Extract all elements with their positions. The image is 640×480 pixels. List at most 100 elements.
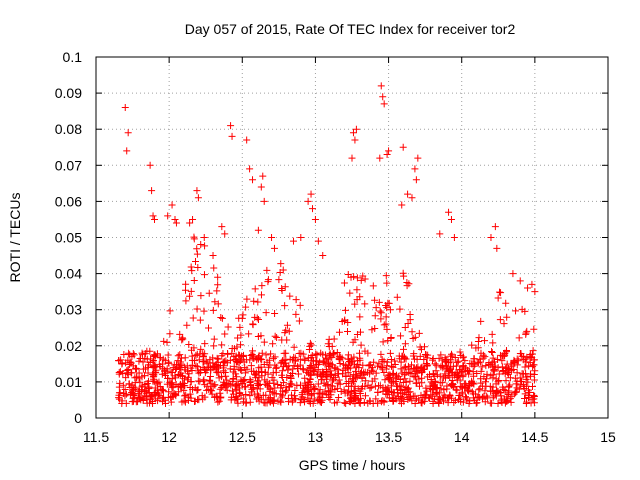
- data-point: [493, 244, 501, 252]
- data-point: [330, 335, 338, 343]
- data-point: [402, 369, 410, 377]
- data-point: [129, 397, 137, 405]
- data-point: [350, 353, 358, 361]
- data-point: [380, 321, 388, 329]
- data-point: [334, 379, 342, 387]
- data-point: [194, 194, 202, 202]
- data-point: [454, 357, 462, 365]
- data-point: [193, 245, 201, 253]
- data-point: [149, 212, 157, 220]
- data-point: [357, 276, 365, 284]
- data-point: [292, 296, 300, 304]
- data-point: [379, 338, 387, 346]
- data-point: [293, 382, 301, 390]
- data-point: [429, 356, 437, 364]
- data-point: [354, 360, 362, 368]
- data-point: [500, 385, 508, 393]
- data-point: [445, 208, 453, 216]
- data-point: [117, 356, 125, 364]
- y-tick-label: 0: [74, 410, 82, 426]
- data-point: [257, 183, 265, 191]
- data-point: [270, 376, 278, 384]
- data-point: [150, 353, 158, 361]
- data-point: [281, 388, 289, 396]
- data-point: [270, 354, 278, 362]
- data-point: [377, 309, 385, 317]
- data-point: [307, 371, 315, 379]
- data-point: [296, 301, 304, 309]
- data-point: [385, 147, 393, 155]
- data-point: [486, 382, 494, 390]
- data-point: [451, 396, 459, 404]
- data-point: [526, 359, 534, 367]
- data-point: [389, 370, 397, 378]
- data-point: [319, 358, 327, 366]
- data-point: [261, 399, 269, 407]
- data-point: [234, 334, 242, 342]
- data-point: [353, 274, 361, 282]
- data-point: [340, 399, 348, 407]
- data-point: [241, 364, 249, 372]
- data-point: [158, 370, 166, 378]
- data-point: [223, 386, 231, 394]
- y-axis-title: ROTI / TECUs: [7, 193, 23, 283]
- data-point: [505, 368, 513, 376]
- data-point: [431, 360, 439, 368]
- data-point: [285, 383, 293, 391]
- data-point: [186, 292, 194, 300]
- data-point: [420, 356, 428, 364]
- data-point: [342, 361, 350, 369]
- data-point: [281, 283, 289, 291]
- data-point: [431, 377, 439, 385]
- data-point: [488, 348, 496, 356]
- data-point: [210, 335, 218, 343]
- data-point: [230, 353, 238, 361]
- data-point: [475, 386, 483, 394]
- data-point: [336, 356, 344, 364]
- data-point: [400, 364, 408, 372]
- data-point: [247, 381, 255, 389]
- data-point: [233, 395, 241, 403]
- data-point: [194, 386, 202, 394]
- data-point: [135, 369, 143, 377]
- data-point: [288, 391, 296, 399]
- data-point: [200, 307, 208, 315]
- data-point: [487, 234, 495, 241]
- data-point: [361, 300, 369, 308]
- data-point: [396, 397, 404, 405]
- data-point: [118, 397, 126, 405]
- data-point: [427, 378, 435, 386]
- data-point: [147, 392, 155, 400]
- data-point: [401, 324, 409, 332]
- data-point: [384, 337, 392, 345]
- data-point: [309, 205, 317, 213]
- data-point: [372, 395, 380, 403]
- data-point: [274, 380, 282, 388]
- data-point: [278, 371, 286, 379]
- data-point: [251, 285, 259, 293]
- data-point: [530, 391, 538, 399]
- data-point: [372, 304, 380, 312]
- data-point: [201, 340, 209, 348]
- data-point: [306, 361, 314, 369]
- data-point: [277, 398, 285, 406]
- data-point: [258, 282, 266, 290]
- data-point: [362, 377, 370, 385]
- data-point: [406, 377, 414, 385]
- data-point: [290, 343, 298, 351]
- data-point: [129, 350, 137, 358]
- data-point: [218, 223, 226, 231]
- data-point: [155, 378, 163, 386]
- data-point: [264, 278, 272, 286]
- data-point: [216, 389, 224, 397]
- data-point: [466, 382, 474, 390]
- data-point: [349, 357, 357, 365]
- data-point: [479, 351, 487, 359]
- data-point: [158, 386, 166, 394]
- data-point: [498, 357, 506, 365]
- data-point: [167, 394, 175, 402]
- data-point: [314, 380, 322, 388]
- data-point: [511, 358, 519, 366]
- data-point: [304, 354, 312, 362]
- data-point: [193, 305, 201, 313]
